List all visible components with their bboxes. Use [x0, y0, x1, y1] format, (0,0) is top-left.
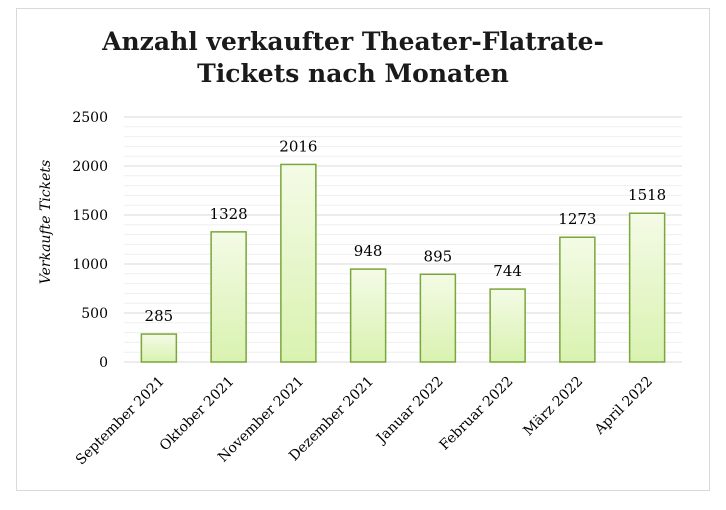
- bars: [140, 163, 666, 363]
- chart-title-line-1: Anzahl verkaufter Theater-Flatrate-: [102, 27, 604, 56]
- data-label: 948: [354, 242, 383, 260]
- chart-title: Anzahl verkaufter Theater-Flatrate- Tick…: [0, 26, 706, 90]
- data-label: 744: [493, 262, 522, 280]
- y-tick-label: 500: [81, 306, 108, 322]
- data-labels: 285 1328 2016 948 895 744 1273 1518: [145, 137, 667, 325]
- data-label: 285: [145, 307, 174, 325]
- bar: [628, 212, 666, 363]
- chart-title-line-2: Tickets nach Monaten: [197, 59, 509, 88]
- y-tick-label: 0: [99, 355, 108, 371]
- bar: [419, 273, 457, 363]
- data-label: 1328: [210, 205, 248, 223]
- data-label: 1273: [558, 210, 596, 228]
- bar: [489, 288, 526, 363]
- x-tick-label: April 2022: [591, 374, 656, 439]
- bar: [349, 268, 387, 363]
- x-tick-label: Februar 2022: [437, 374, 517, 454]
- y-tick-label: 1500: [72, 208, 108, 224]
- y-tick-label: 1000: [72, 257, 108, 273]
- bar: [559, 236, 596, 363]
- bar: [140, 333, 178, 363]
- x-tick-label: Oktober 2021: [157, 374, 238, 455]
- gridlines: [124, 116, 682, 363]
- y-axis-ticks: 0 500 1000 1500 2000 2500: [72, 110, 108, 371]
- y-tick-label: 2000: [72, 159, 108, 175]
- x-tick-label: September 2021: [73, 374, 168, 469]
- bar: [280, 163, 317, 363]
- y-tick-label: 2500: [72, 110, 108, 126]
- x-tick-label: Januar 2022: [372, 374, 446, 448]
- data-label: 2016: [279, 137, 317, 155]
- data-label: 1518: [628, 186, 666, 204]
- bar: [210, 231, 247, 363]
- data-label: 895: [424, 247, 453, 265]
- y-axis-label: Verkaufte Tickets: [38, 160, 54, 284]
- x-tick-label: März 2022: [521, 374, 587, 440]
